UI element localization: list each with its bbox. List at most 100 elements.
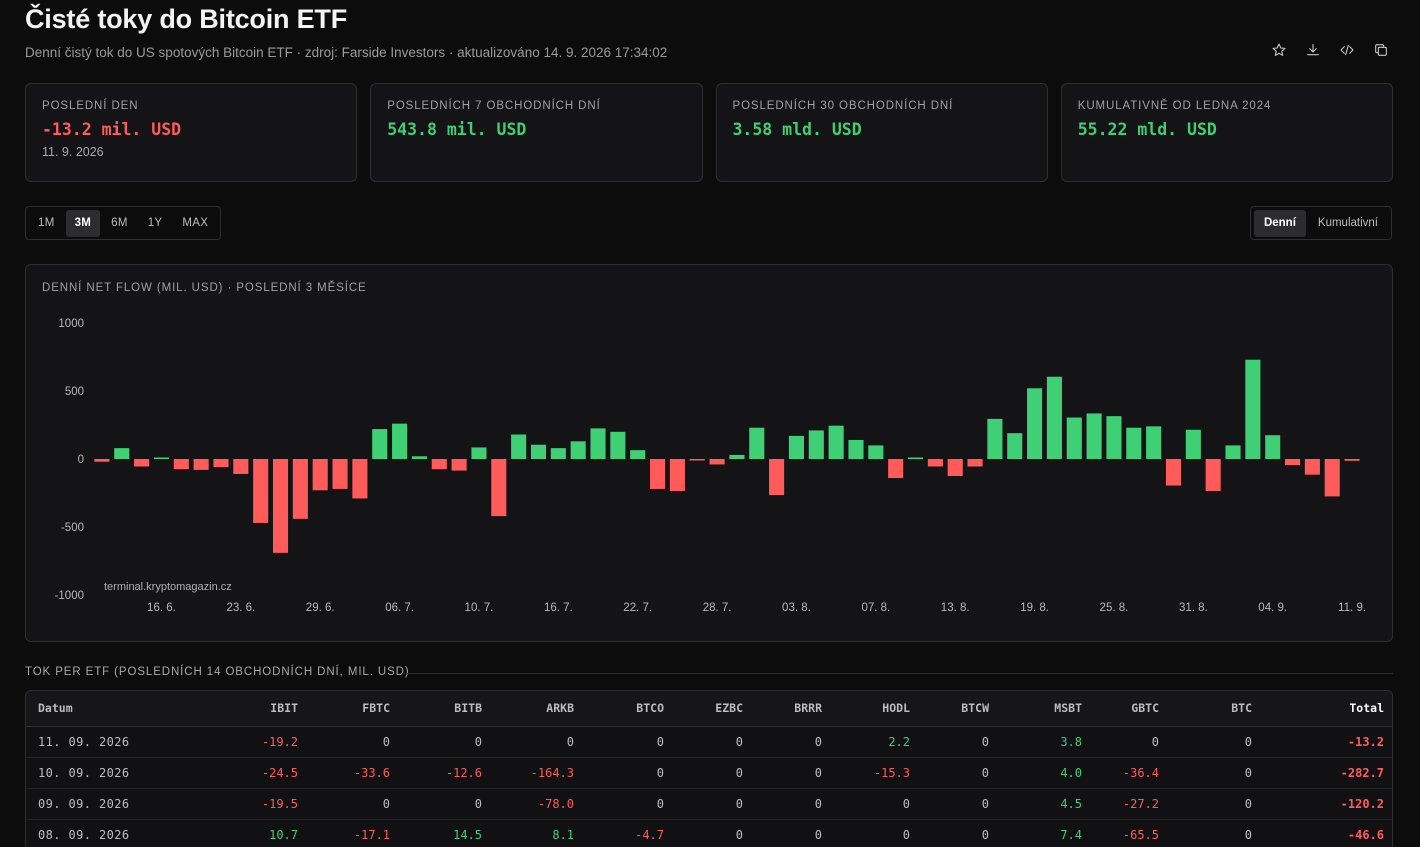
bar[interactable]: [947, 459, 963, 476]
bar[interactable]: [1146, 426, 1162, 459]
cell-btcw: 0: [918, 788, 997, 820]
bar[interactable]: [987, 418, 1003, 459]
bar[interactable]: [233, 459, 249, 474]
table-row[interactable]: 09. 09. 2026 -19.5 0 0 -78.0 0 0 0 0 0 4.5 -27.2 0 -1…: [26, 788, 1392, 820]
bar[interactable]: [888, 459, 904, 479]
bar[interactable]: [491, 459, 507, 517]
bar[interactable]: [1285, 459, 1301, 466]
bar[interactable]: [1265, 435, 1281, 459]
bar[interactable]: [1007, 433, 1023, 459]
column-header-btco[interactable]: BTCO: [582, 691, 672, 727]
table-row[interactable]: 11. 09. 2026 -19.2 0 0 0 0 0 0 2.2 0 3.8 0 0 -13.2: [26, 726, 1392, 758]
bar[interactable]: [769, 459, 785, 496]
bar[interactable]: [114, 448, 130, 459]
bar[interactable]: [669, 459, 685, 491]
bar[interactable]: [173, 459, 189, 470]
bar[interactable]: [253, 459, 269, 523]
range-button-1y[interactable]: 1Y: [147, 217, 163, 229]
bar[interactable]: [709, 459, 725, 465]
bar[interactable]: [610, 431, 626, 459]
bar[interactable]: [1245, 359, 1261, 459]
bar[interactable]: [530, 444, 547, 459]
cell-total: -282.7: [1260, 757, 1392, 789]
bar[interactable]: [1185, 429, 1201, 459]
divider: [402, 673, 1393, 674]
column-header-msbt[interactable]: MSBT: [997, 691, 1090, 727]
bar[interactable]: [550, 448, 566, 459]
bar[interactable]: [1027, 388, 1043, 459]
column-header-gbtc[interactable]: GBTC: [1090, 691, 1167, 727]
bar[interactable]: [431, 459, 447, 470]
bar[interactable]: [312, 459, 328, 491]
bar[interactable]: [471, 447, 487, 459]
star-icon[interactable]: [1268, 39, 1290, 61]
bar[interactable]: [1165, 459, 1182, 486]
bar[interactable]: [451, 459, 467, 471]
column-header-ezbc[interactable]: EZBC: [672, 691, 751, 727]
bar[interactable]: [1304, 459, 1320, 475]
bar[interactable]: [392, 423, 408, 459]
bar[interactable]: [153, 457, 169, 460]
bar[interactable]: [1205, 459, 1221, 491]
table-row[interactable]: 08. 09. 2026 10.7 -17.1 14.5 8.1 -4.7 0 0 0 0 7.4-…: [26, 819, 1392, 847]
bar[interactable]: [1324, 459, 1340, 497]
bar[interactable]: [570, 441, 586, 459]
bar[interactable]: [828, 425, 844, 459]
column-header-arkb[interactable]: ARKB: [490, 691, 582, 727]
mode-button-daily[interactable]: Denní: [1253, 209, 1306, 237]
bar[interactable]: [689, 459, 705, 461]
bar[interactable]: [213, 459, 229, 468]
download-icon[interactable]: [1302, 39, 1324, 61]
bar[interactable]: [1106, 416, 1122, 459]
bar[interactable]: [1126, 427, 1142, 459]
bar[interactable]: [292, 459, 308, 519]
code-icon[interactable]: [1336, 39, 1358, 61]
bar[interactable]: [590, 428, 606, 459]
bar[interactable]: [193, 459, 209, 470]
bar[interactable]: [749, 427, 765, 459]
column-header-total[interactable]: Total: [1260, 691, 1392, 727]
copy-icon[interactable]: [1370, 39, 1392, 61]
bar[interactable]: [630, 450, 646, 459]
mode-selector: Denní Kumulativní: [1249, 206, 1392, 240]
bar[interactable]: [650, 459, 666, 489]
range-button-max[interactable]: MAX: [182, 217, 209, 229]
bar[interactable]: [1086, 413, 1102, 459]
bar[interactable]: [372, 429, 388, 459]
column-header-hodl[interactable]: HODL: [830, 691, 918, 727]
bar[interactable]: [511, 434, 527, 459]
bar[interactable]: [927, 459, 943, 467]
bar[interactable]: [729, 454, 745, 459]
bar[interactable]: [1225, 445, 1241, 459]
column-header-btcw[interactable]: BTCW: [918, 691, 997, 727]
bar[interactable]: [788, 435, 804, 459]
column-header-bitb[interactable]: BITB: [398, 691, 490, 727]
bar[interactable]: [967, 459, 983, 467]
bar[interactable]: [868, 445, 884, 459]
table-row[interactable]: 10. 09. 2026 -24.5 -33.6 -12.6 -164.3 0 0 0 -15.…: [26, 757, 1392, 789]
cell-ezbc: 0: [672, 757, 751, 789]
bar[interactable]: [907, 457, 924, 460]
range-button-3m[interactable]: 3M: [65, 209, 101, 237]
column-header-btc[interactable]: BTC: [1167, 691, 1260, 727]
range-button-6m[interactable]: 6M: [111, 217, 128, 229]
column-header-brrr[interactable]: BRRR: [751, 691, 830, 727]
column-header-ibit[interactable]: IBIT: [181, 691, 306, 727]
bar[interactable]: [332, 459, 348, 489]
column-header-datum[interactable]: Datum: [26, 691, 181, 727]
mode-button-cumulative[interactable]: Kumulativní: [1317, 217, 1378, 229]
bar[interactable]: [808, 430, 824, 459]
bar[interactable]: [848, 439, 864, 459]
bar[interactable]: [352, 459, 368, 499]
range-button-1m[interactable]: 1M: [38, 217, 55, 229]
bar[interactable]: [134, 459, 150, 467]
bar[interactable]: [411, 456, 427, 459]
bar[interactable]: [94, 459, 110, 462]
bar[interactable]: [1046, 376, 1062, 459]
column-header-fbtc[interactable]: FBTC: [306, 691, 398, 727]
bar[interactable]: [1344, 459, 1360, 461]
cell-bitb: -12.6: [398, 757, 490, 789]
bar[interactable]: [1066, 417, 1082, 459]
bar[interactable]: [272, 459, 289, 553]
x-tick-label: 19. 8.: [1020, 602, 1049, 614]
